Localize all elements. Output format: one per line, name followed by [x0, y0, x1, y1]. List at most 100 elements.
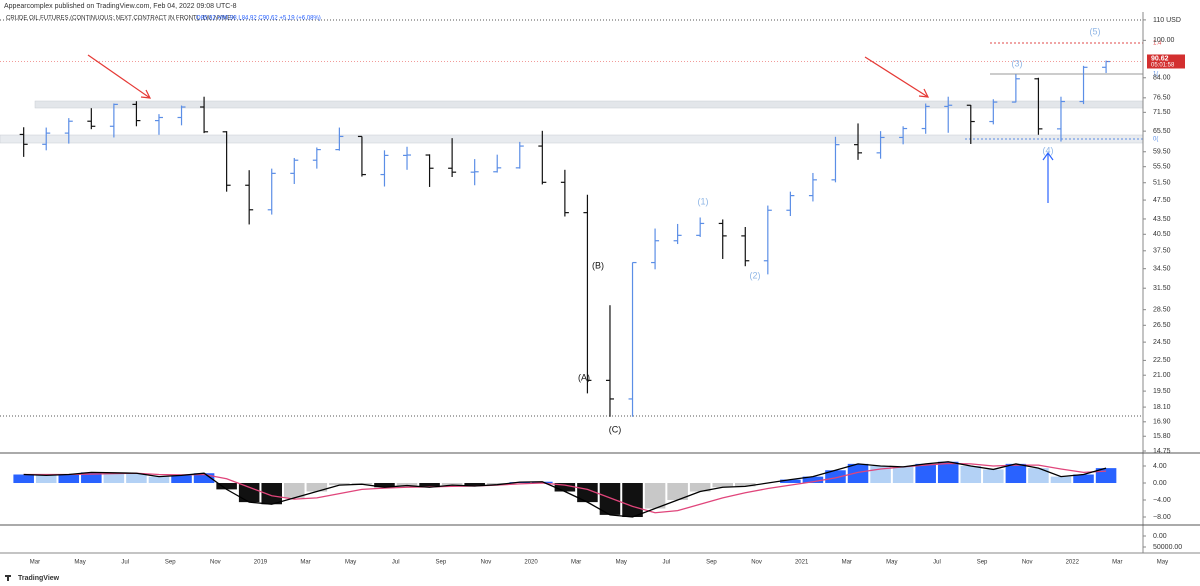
wave-label: (5) — [1090, 26, 1101, 36]
y-tick-label: 55.50 — [1153, 164, 1171, 171]
histogram-bar — [374, 483, 395, 488]
y-tick-label: 24.50 — [1153, 339, 1171, 346]
histogram-bar — [193, 473, 215, 484]
x-tick-label: Sep — [165, 560, 176, 566]
histogram-bar — [329, 483, 350, 486]
y-tick-label: 31.50 — [1153, 285, 1171, 292]
y-tick-label: 76.50 — [1153, 95, 1171, 102]
brand-logo — [5, 575, 11, 581]
x-tick-label: Jul — [663, 560, 671, 566]
y-tick-label: 15.80 — [1153, 433, 1171, 440]
x-tick-label: Mar — [571, 560, 581, 566]
last-price: 90.62 — [1151, 55, 1169, 62]
wave-label: (1) — [698, 196, 709, 206]
histogram-bar — [81, 472, 102, 484]
histogram-bar — [802, 476, 824, 484]
x-tick-label: Mar — [300, 560, 310, 566]
arrow-head — [140, 89, 152, 99]
y-tick-label: 14.75 — [1153, 448, 1171, 455]
histogram-bar — [735, 483, 756, 487]
x-tick-label: May — [74, 560, 85, 566]
histogram-bar — [1028, 468, 1049, 484]
histogram-bar — [441, 483, 463, 486]
histogram-bar — [847, 463, 869, 484]
y-tick-label: 71.50 — [1153, 109, 1171, 116]
histogram-bar — [13, 474, 34, 484]
red-arrow — [87, 54, 151, 99]
x-tick-label: 2019 — [254, 560, 268, 566]
arrow-head — [1042, 151, 1054, 161]
y-tick-label: 50000.00 — [1153, 544, 1182, 551]
y-tick-label: 65.50 — [1153, 128, 1171, 135]
histogram-bar — [554, 483, 576, 492]
y-tick-label: 110 USD — [1153, 17, 1181, 24]
macd-line — [23, 461, 1107, 518]
histogram-bar — [103, 472, 125, 484]
y-tick-label: 18.10 — [1153, 404, 1171, 411]
y-tick-label: 84.00 — [1153, 75, 1171, 82]
x-tick-label: May — [616, 560, 627, 566]
y-tick-label: 37.50 — [1153, 248, 1171, 255]
histogram-bar — [937, 461, 959, 484]
histogram-bar — [983, 469, 1004, 484]
histogram-bar — [667, 483, 688, 501]
x-tick-label: Jul — [933, 560, 941, 566]
y-tick-label: 40.50 — [1153, 231, 1171, 238]
histogram-bar — [261, 483, 282, 505]
x-tick-label: Sep — [436, 560, 447, 566]
histogram-bar — [599, 483, 621, 515]
histogram-bar — [486, 483, 508, 485]
wave-label: (3) — [1012, 58, 1023, 68]
histogram-bar — [689, 483, 711, 492]
histogram-bar — [1005, 463, 1027, 484]
attribution: Appearcomplex published on TradingView.c… — [4, 3, 237, 10]
ohlc-legend: O85.92 H90.98 L84.92 C90.62 +5.19 (+6.08… — [196, 16, 321, 22]
x-tick-label: May — [886, 560, 897, 566]
demand-zone — [0, 134, 1144, 144]
y-tick-label: 51.50 — [1153, 180, 1171, 187]
wave-label: (B) — [592, 260, 604, 270]
histogram-bar — [712, 483, 733, 488]
x-tick-label: Sep — [706, 560, 717, 566]
y-tick-label: 26.50 — [1153, 322, 1171, 329]
histogram-bar — [148, 476, 170, 484]
y-tick-label: 21.00 — [1153, 372, 1171, 379]
histogram-bar — [284, 483, 305, 498]
x-tick-label: May — [1157, 560, 1168, 566]
x-tick-label: Jul — [121, 560, 129, 566]
histogram-bar — [58, 474, 80, 484]
histogram-bar — [1073, 474, 1094, 484]
y-tick-label: 34.50 — [1153, 266, 1171, 273]
y-tick-label: 0.00 — [1153, 533, 1167, 540]
histogram-bar — [644, 483, 666, 509]
x-tick-label: Mar — [30, 560, 40, 566]
histogram-bar — [915, 463, 936, 484]
histogram-bar — [126, 473, 147, 484]
histogram-bar — [35, 475, 57, 484]
fib-label: 0( — [1153, 137, 1158, 143]
histogram-bar — [780, 479, 801, 484]
y-tick-label: −4.00 — [1153, 497, 1171, 504]
arrows — [87, 54, 930, 99]
wave-label: (2) — [750, 270, 761, 280]
histogram-bar — [419, 483, 440, 488]
x-tick-label: Jul — [392, 560, 400, 566]
signal-line — [23, 462, 1107, 514]
histogram-bar — [622, 483, 643, 518]
histogram-bar — [396, 483, 418, 486]
y-tick-label: 43.50 — [1153, 216, 1171, 223]
y-tick-label: 16.90 — [1153, 419, 1171, 426]
y-tick-label: 22.50 — [1153, 357, 1171, 364]
x-tick-label: Nov — [1022, 560, 1033, 566]
x-tick-label: 2020 — [524, 560, 538, 566]
x-tick-label: Mar — [842, 560, 852, 566]
y-tick-label: −8.00 — [1153, 514, 1171, 521]
histogram-bar — [960, 466, 982, 484]
x-tick-label: Nov — [481, 560, 492, 566]
x-tick-label: 2022 — [1066, 560, 1080, 566]
arrow-head — [918, 88, 930, 98]
y-tick-label: 59.50 — [1153, 149, 1171, 156]
x-tick-label: 2021 — [795, 560, 809, 566]
instrument-title: CRUDE OIL FUTURES (CONTINUOUS: NEXT CONT… — [6, 16, 235, 22]
